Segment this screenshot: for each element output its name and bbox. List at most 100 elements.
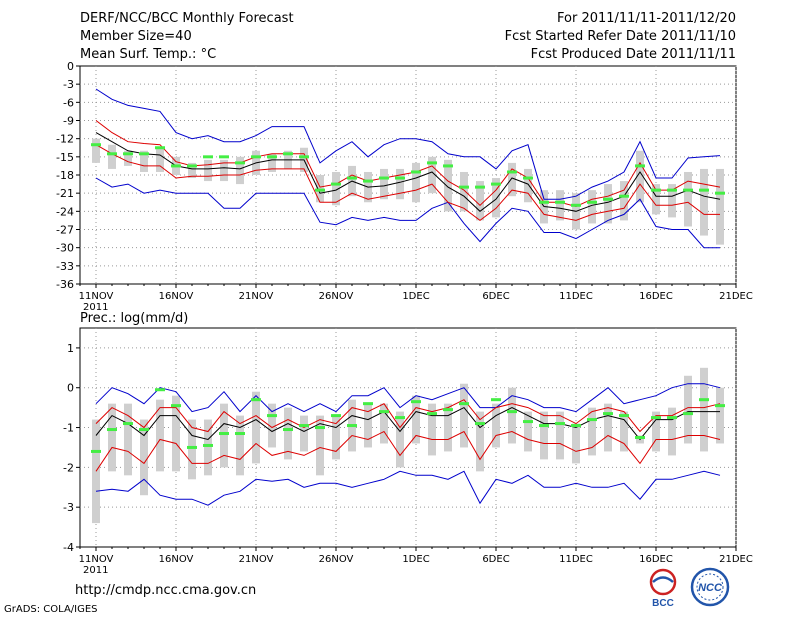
temp-xtick-label: 11NOV — [79, 291, 114, 302]
prec-range-box — [380, 403, 388, 444]
temp-xtick-label: 21NOV — [239, 291, 274, 302]
temp-min-line — [95, 177, 720, 249]
bcc-logo-text: BCC — [652, 598, 674, 609]
temp-ytick-label: -36 — [56, 278, 74, 291]
prec-range-box — [396, 411, 404, 468]
temp-range-box — [700, 168, 708, 236]
temp-observation-mark — [619, 194, 629, 198]
temp-observation-mark — [299, 155, 309, 159]
prec-observation-mark — [619, 414, 629, 418]
temp-observation-mark — [571, 203, 581, 207]
temp-xtick-label: 1DEC — [402, 291, 429, 302]
temp-range-box — [316, 175, 324, 203]
prec-observation-mark — [203, 443, 213, 447]
temp-range-box — [380, 168, 388, 200]
temp-observation-mark — [443, 164, 453, 168]
temp-range-box — [460, 171, 468, 212]
temp-observation-mark — [219, 155, 229, 159]
prec-xtick-label: 21NOV — [239, 554, 274, 565]
temp-observation-mark — [267, 155, 277, 159]
prec-year-label: 2011 — [83, 565, 108, 576]
temp-range-box — [476, 181, 484, 221]
prec-range-box — [284, 407, 292, 460]
prec-observation-mark — [475, 422, 485, 426]
temp-range-box — [684, 171, 692, 227]
temp-range-box — [620, 181, 628, 221]
bcc-logo-swirl — [652, 576, 674, 583]
temp-ytick-label: -30 — [56, 242, 74, 255]
prec-observation-mark — [331, 414, 341, 418]
temp-observation-mark — [699, 188, 709, 192]
prec-observation-mark — [107, 428, 117, 432]
prec-range-box — [124, 403, 132, 476]
temp-observation-mark — [379, 176, 389, 180]
temp-range-box — [556, 190, 564, 221]
prec-range-box — [92, 419, 100, 524]
temperature-panel: 0 -3 -6 -9 -12 -15 -18 -21 -24 -27 -30 -33 -36 11NOV 1… — [56, 60, 753, 313]
temp-observation-mark — [315, 188, 325, 192]
temp-range-box — [332, 171, 340, 206]
prec-ytick-label: -4 — [63, 541, 74, 554]
prec-range-box — [540, 411, 548, 460]
temp-observation-mark — [587, 200, 597, 204]
prec-ytick-label: -3 — [63, 501, 74, 514]
start-date: Fcst Started Refer Date 2011/11/10 — [504, 29, 736, 44]
temp-range-box — [188, 162, 196, 179]
temp-year-label: 2011 — [83, 302, 108, 313]
prec-observation-mark — [91, 449, 101, 453]
temp-xtick-label: 6DEC — [482, 291, 509, 302]
prec-range-box — [204, 419, 212, 476]
temp-xtick-label: 11DEC — [559, 291, 593, 302]
temp-range-box — [508, 162, 516, 197]
temp-observation-mark — [283, 152, 293, 156]
prec-xtick-label: 26NOV — [319, 554, 354, 565]
prec-lower-spread-line — [95, 430, 721, 472]
prec-observation-mark — [267, 414, 277, 418]
temp-range-box — [668, 184, 676, 218]
temp-observation-mark — [651, 188, 661, 192]
temp-observation-mark — [459, 185, 469, 189]
prec-observation-mark — [363, 402, 373, 406]
prec-range-box — [332, 415, 340, 460]
prec-observation-mark — [379, 410, 389, 414]
prec-range-box — [684, 375, 692, 444]
temp-range-box — [220, 159, 228, 182]
temp-xtick-label: 21DEC — [719, 291, 753, 302]
prec-range-box — [476, 411, 484, 472]
temp-observation-mark — [539, 200, 549, 204]
prec-xtick-label: 21DEC — [719, 554, 753, 565]
prec-ytick-label: -2 — [63, 461, 74, 474]
temp-ytick-label: 0 — [67, 60, 74, 73]
prec-range-box — [172, 395, 180, 472]
prec-range-box — [364, 403, 372, 448]
bcc-logo-ring — [649, 568, 677, 596]
prec-observation-mark — [555, 422, 565, 426]
temp-range-box — [92, 138, 100, 163]
precipitation-panel: 1 0 -1 -2 -3 -4 11NOV 16NOV 21NOV 26NOV 1DEC 6DEC 11… — [63, 327, 753, 576]
prec-range-box — [620, 411, 628, 452]
prec-ytick-label: 0 — [67, 382, 74, 395]
prec-observation-mark — [715, 404, 725, 408]
prec-observation-mark — [651, 416, 661, 420]
prec-observation-mark — [459, 402, 469, 406]
prec-range-box — [268, 403, 276, 448]
prec-range-box — [556, 411, 564, 460]
chart-title: DERF/NCC/BCC Monthly Forecast — [80, 11, 294, 26]
prec-xtick-label: 16DEC — [639, 554, 673, 565]
temp-range-box — [236, 156, 244, 185]
prec-range-box — [700, 367, 708, 452]
ncc-logo-text: NCC — [698, 582, 723, 594]
temp-max-line — [95, 88, 721, 200]
prec-xtick-label: 11NOV — [79, 554, 114, 565]
prec-xtick-label: 16NOV — [159, 554, 194, 565]
temp-observation-mark — [555, 200, 565, 204]
prec-range-box — [604, 403, 612, 452]
prec-range-box — [300, 415, 308, 452]
source-url[interactable]: http://cmdp.ncc.cma.gov.cn — [75, 583, 257, 598]
temp-ytick-label: -18 — [56, 169, 74, 182]
temp-observation-mark — [715, 191, 725, 195]
temp-upper-spread-line — [95, 120, 721, 208]
prec-observation-mark — [699, 398, 709, 402]
temp-observation-mark — [251, 155, 261, 159]
prec-observation-mark — [667, 416, 677, 420]
